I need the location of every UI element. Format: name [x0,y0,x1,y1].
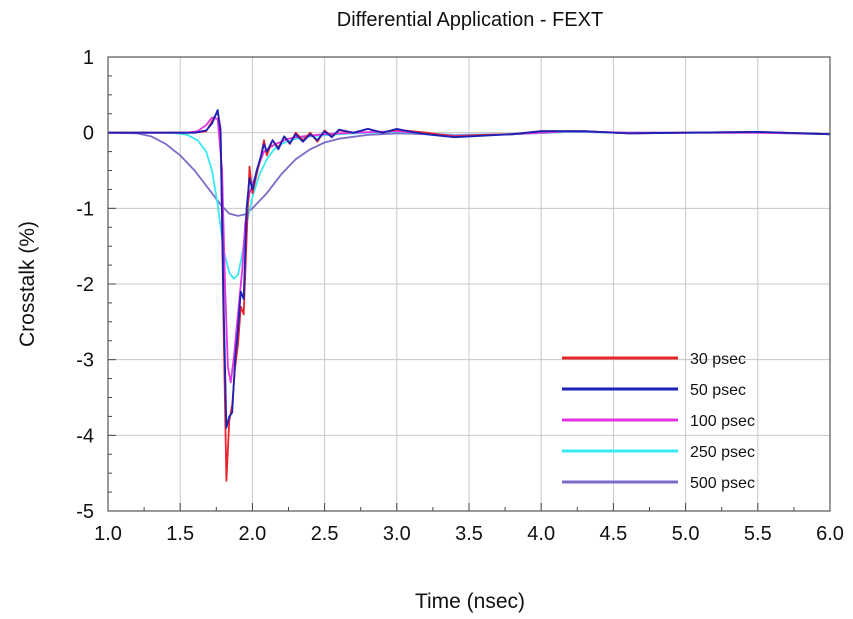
x-tick-label: 2.5 [311,523,339,545]
x-tick-label: 3.5 [455,523,483,545]
y-tick-label: 0 [83,123,94,145]
x-tick-label: 5.0 [672,523,700,545]
x-tick-label: 5.5 [744,523,772,545]
legend: 30 psec 50 psec 100 psec 250 psec 500 psec [562,351,755,492]
x-tick-label: 6.0 [816,523,844,545]
grid-lines [107,56,831,512]
y-tick-label: -1 [76,198,94,220]
x-tick-label: 4.0 [527,523,555,545]
chart-title: Differential Application - FEXT [337,9,603,31]
y-tick-label: -4 [76,425,94,447]
series-lines [107,109,831,482]
x-tick-label: 1.5 [166,523,194,545]
y-tick-label: -5 [76,501,94,523]
x-tick-label: 3.0 [383,523,411,545]
x-tick-labels: 1.0 1.5 2.0 2.5 3.0 3.5 4.0 4.5 5.0 5.5 6.0 [94,523,844,545]
plot-frame [107,56,831,512]
x-tick-label: 1.0 [94,523,122,545]
series-line-50-psec [108,109,831,429]
x-axis-label: Time (nsec) [415,590,525,613]
y-axis-label: Crosstalk (%) [16,221,39,347]
y-tick-label: -3 [76,350,94,372]
y-tick-labels: 1 0 -1 -2 -3 -4 -5 [76,47,94,523]
legend-label: 50 psec [690,382,746,399]
legend-label: 100 psec [690,413,755,430]
legend-label: 500 psec [690,475,755,492]
x-tick-label: 4.5 [599,523,627,545]
x-tick-label: 2.0 [238,523,266,545]
y-tick-label: 1 [83,47,94,69]
legend-label: 250 psec [690,444,755,461]
legend-label: 30 psec [690,351,746,368]
y-tick-label: -2 [76,274,94,296]
